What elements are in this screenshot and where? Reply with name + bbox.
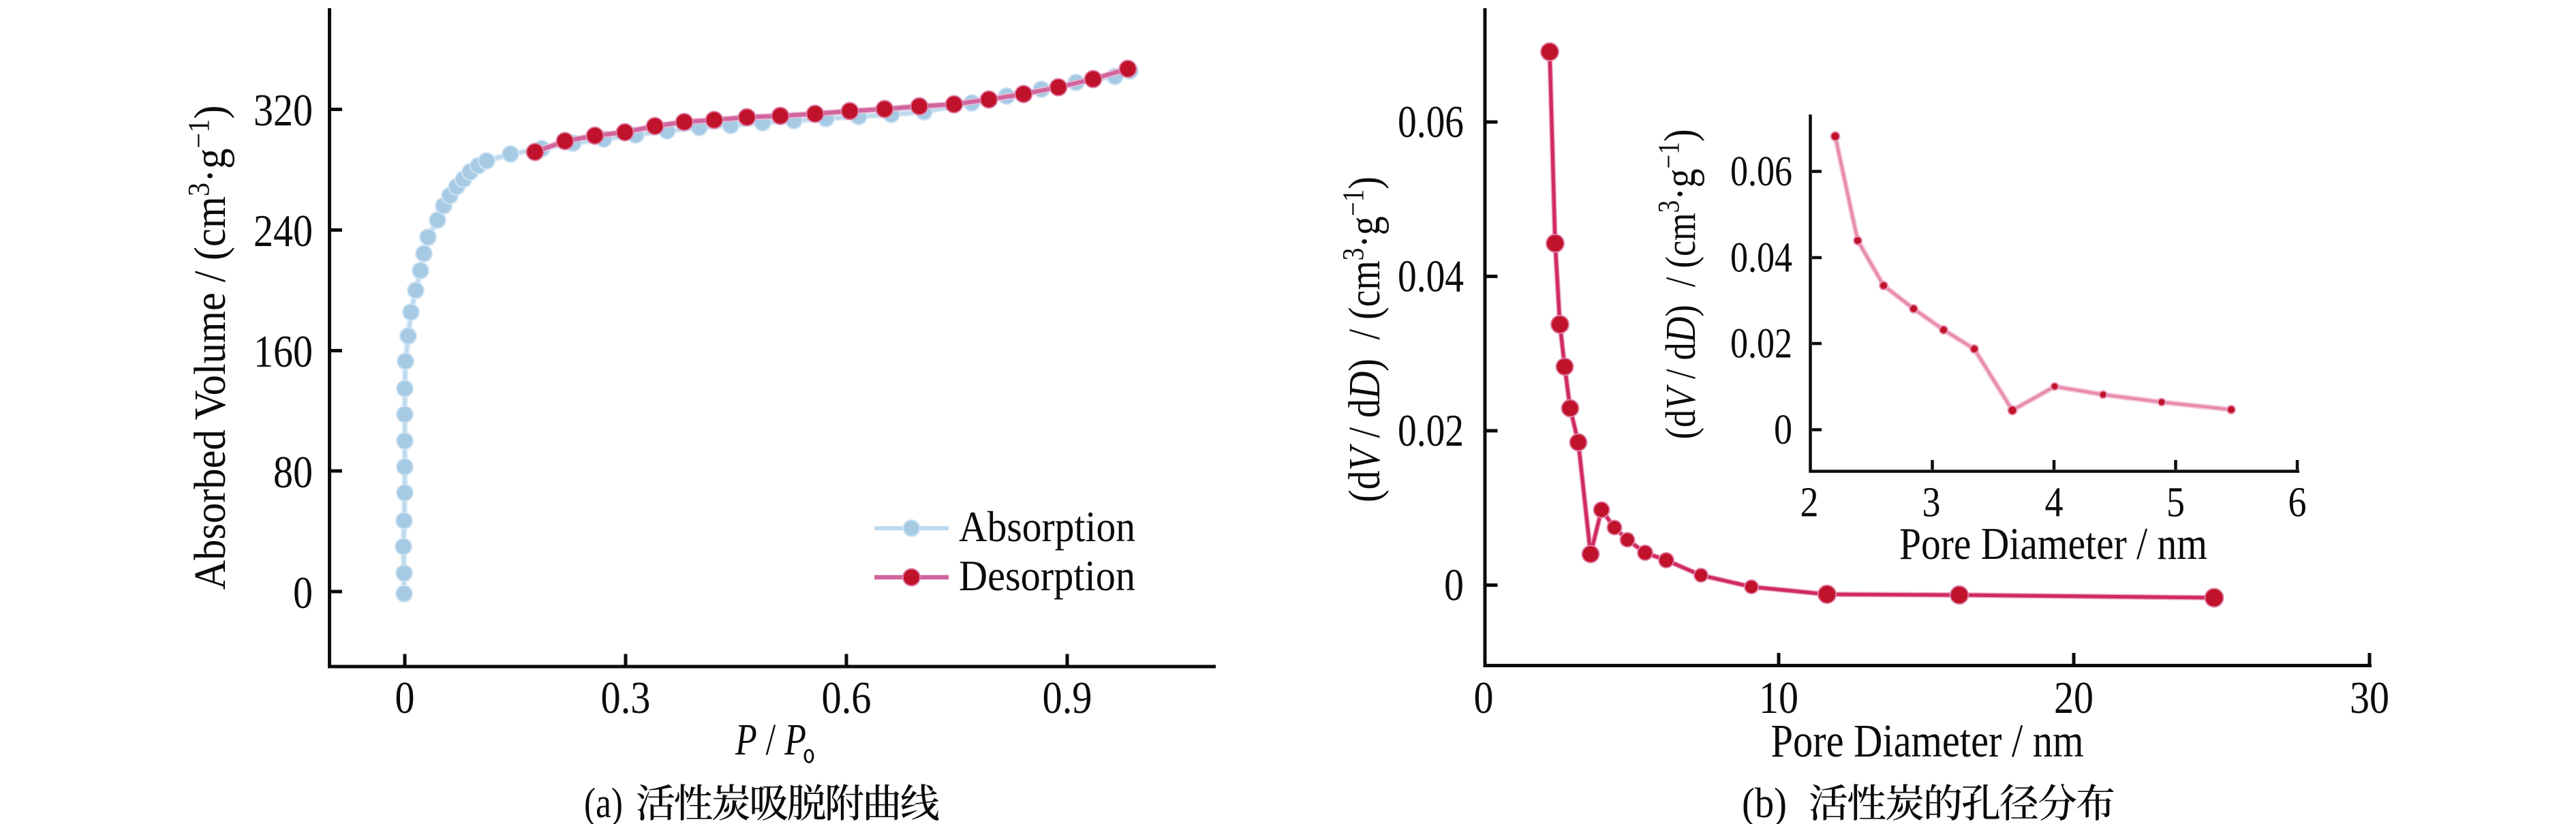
- svg-text:0: 0: [1474, 673, 1494, 723]
- svg-text:160: 160: [254, 326, 313, 377]
- svg-text:0: 0: [1444, 560, 1464, 611]
- svg-text:Absorbed Volume / (cm3·g−1): Absorbed Volume / (cm3·g−1): [182, 106, 235, 590]
- svg-text:4: 4: [2045, 480, 2064, 526]
- svg-text:80: 80: [273, 447, 313, 498]
- svg-text:0.02: 0.02: [1398, 406, 1464, 456]
- svg-text:0: 0: [293, 568, 313, 618]
- svg-text:0.02: 0.02: [1730, 321, 1792, 367]
- svg-text:0: 0: [395, 673, 415, 723]
- svg-text:10: 10: [1759, 673, 1798, 723]
- svg-text:3: 3: [1922, 480, 1941, 526]
- svg-text:(b): (b): [1742, 780, 1787, 824]
- svg-text:(a): (a): [584, 780, 623, 824]
- svg-text:6: 6: [2288, 480, 2307, 526]
- svg-text:0.6: 0.6: [822, 673, 872, 723]
- svg-text:0.04: 0.04: [1398, 251, 1464, 302]
- svg-text:20: 20: [2054, 673, 2094, 723]
- svg-text:Desorption: Desorption: [959, 552, 1135, 600]
- svg-text:5: 5: [2166, 480, 2185, 526]
- svg-text:0.9: 0.9: [1043, 673, 1092, 723]
- svg-text:2: 2: [1800, 480, 1819, 526]
- svg-text:0.3: 0.3: [601, 673, 651, 723]
- svg-text:(dV / dD) / (cm3·g−1): (dV / dD) / (cm3·g−1): [1652, 129, 1705, 439]
- svg-text:Pore Diameter / nm: Pore Diameter / nm: [1771, 715, 2084, 767]
- svg-text:Pore Diameter / nm: Pore Diameter / nm: [1899, 519, 2207, 569]
- svg-text:P / P: P / P: [735, 715, 806, 765]
- svg-text:0.06: 0.06: [1398, 97, 1464, 147]
- svg-text:Absorption: Absorption: [959, 503, 1135, 551]
- svg-text:0.06: 0.06: [1730, 149, 1792, 195]
- svg-text:30: 30: [2350, 673, 2389, 723]
- svg-text:(dV / dD) / (cm3·g−1): (dV / dD) / (cm3·g−1): [1336, 177, 1390, 502]
- svg-text:0: 0: [1774, 407, 1792, 453]
- svg-text:320: 320: [254, 85, 313, 136]
- svg-text:240: 240: [254, 206, 313, 256]
- svg-text:0.04: 0.04: [1730, 235, 1792, 281]
